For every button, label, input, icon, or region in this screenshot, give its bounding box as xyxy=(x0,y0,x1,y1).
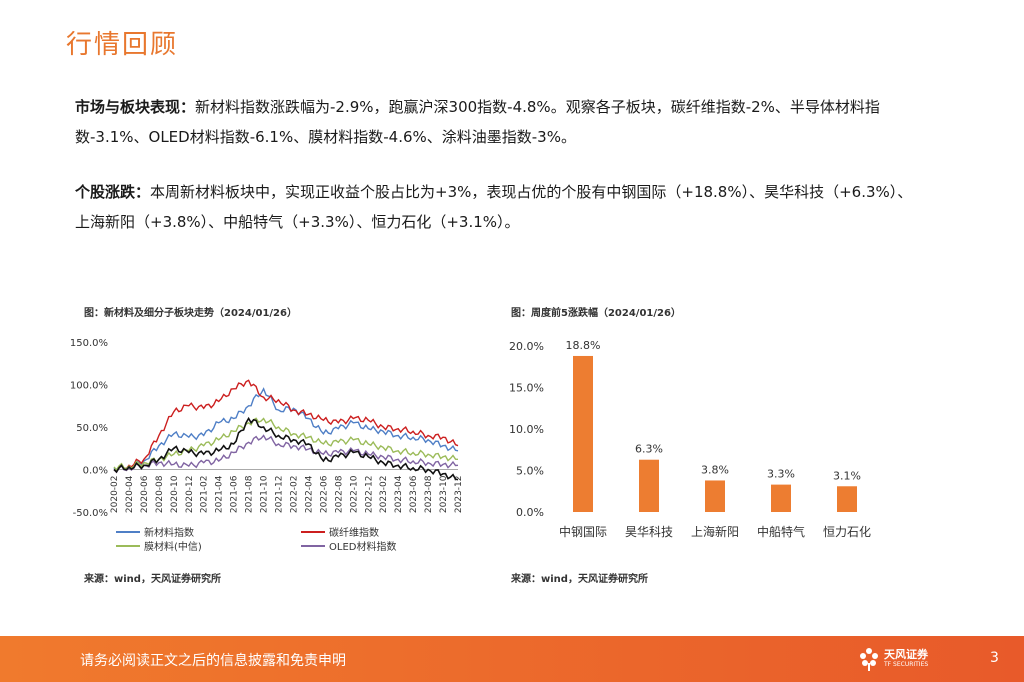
x-tick-label: 2021-10 xyxy=(260,475,270,513)
footer-disclaimer: 请务必阅读正文之后的信息披露和免责申明 xyxy=(80,653,346,669)
x-tick-label: 2022-10 xyxy=(349,475,359,513)
series-line xyxy=(113,416,459,481)
market-paragraph: 市场与板块表现：新材料指数涨跌幅为-2.9%，跑赢沪深300指数-4.8%。观察… xyxy=(75,92,925,152)
x-tick-label: 2021-06 xyxy=(230,475,240,513)
x-tick-label: 2020-06 xyxy=(140,475,150,513)
logo-text: 天风证券 xyxy=(884,648,928,661)
x-tick-label: 2023-08 xyxy=(424,475,434,513)
bar xyxy=(639,459,659,512)
x-tick-label: 2020-04 xyxy=(125,475,135,513)
right-chart-source: 来源：wind，天风证券研究所 xyxy=(511,574,648,585)
x-tick-label: 2020-08 xyxy=(155,475,165,513)
y-tick-label: 100.0% xyxy=(70,381,108,392)
flower-logo-icon xyxy=(860,648,878,671)
line-chart: 150.0% 100.0% 50.0% 0.0% -50.0%2020-02 2020-0… xyxy=(70,338,464,553)
x-tick-label: 2021-04 xyxy=(215,475,225,513)
category-label: 上海新阳 xyxy=(691,524,739,539)
x-tick-label: 2021-02 xyxy=(200,476,210,514)
series-line xyxy=(113,379,459,473)
y-tick-label: 150.0% xyxy=(70,338,108,349)
y-tick-label: 0.0% xyxy=(516,506,544,519)
series-line xyxy=(113,434,459,474)
x-tick-label: 2023-02 xyxy=(379,476,389,514)
x-tick-label: 2023-12 xyxy=(454,476,464,514)
data-label: 6.3% xyxy=(635,443,663,456)
x-tick-label: 2022-04 xyxy=(304,475,314,513)
series-line xyxy=(113,387,459,472)
x-tick-label: 2021-12 xyxy=(275,476,285,514)
bar xyxy=(837,486,857,512)
footer-bar: 请务必阅读正文之后的信息披露和免责申明 天风证券 TF SECURITIES 3 xyxy=(0,636,1024,682)
market-text: 新材料指数涨跌幅为-2.9%，跑赢沪深300指数-4.8%。观察各子板块，碳纤维… xyxy=(75,98,880,146)
logo-subtext: TF SECURITIES xyxy=(884,661,929,668)
page-number: 3 xyxy=(990,650,999,666)
stocks-paragraph: 个股涨跌：本周新材料板块中，实现正收益个股占比为+3%，表现占优的个股有中钢国际… xyxy=(75,177,925,237)
left-chart-source: 来源：wind，天风证券研究所 xyxy=(84,574,221,585)
x-tick-label: 2022-06 xyxy=(319,475,329,513)
y-tick-label: 50.0% xyxy=(76,423,108,434)
series-line xyxy=(113,417,459,471)
y-tick-label: 10.0% xyxy=(509,423,544,436)
category-label: 中钢国际 xyxy=(559,524,607,539)
y-tick-label: 15.0% xyxy=(509,382,544,395)
x-tick-label: 2023-10 xyxy=(439,475,449,513)
x-tick-label: 2020-12 xyxy=(185,476,195,514)
x-tick-label: 2021-08 xyxy=(245,475,255,513)
legend-label: 碳纤维指数 xyxy=(329,526,379,539)
stocks-label: 个股涨跌： xyxy=(75,183,151,201)
y-tick-label: 20.0% xyxy=(509,340,544,353)
data-label: 3.1% xyxy=(833,469,861,482)
x-tick-label: 2022-02 xyxy=(289,476,299,514)
bar xyxy=(573,355,593,512)
market-label: 市场与板块表现： xyxy=(75,98,196,116)
x-tick-label: 2020-02 xyxy=(110,476,120,514)
data-label: 3.8% xyxy=(701,463,729,476)
x-tick-label: 2022-12 xyxy=(364,476,374,514)
left-chart-caption: 图：新材料及细分子板块走势（2024/01/26） xyxy=(84,308,297,319)
right-chart-caption: 图：周度前5涨跌幅（2024/01/26） xyxy=(511,308,681,319)
legend-label: 新材料指数 xyxy=(144,526,194,539)
bar xyxy=(771,484,791,512)
x-tick-label: 2020-10 xyxy=(170,475,180,513)
bar xyxy=(705,480,725,512)
bar-chart: 20.0% 15.0% 10.0% 5.0% 0.0% 18.8% 中钢国际 6.3% 昊华科技… xyxy=(509,339,871,539)
category-label: 昊华科技 xyxy=(625,525,673,539)
data-label: 3.3% xyxy=(767,468,795,481)
x-tick-label: 2022-08 xyxy=(334,475,344,513)
y-tick-label: 5.0% xyxy=(516,465,544,478)
y-tick-label: -50.0% xyxy=(73,508,108,519)
category-label: 中船特气 xyxy=(757,524,805,539)
x-tick-label: 2023-04 xyxy=(394,475,404,513)
x-tick-label: 2023-06 xyxy=(409,475,419,513)
page-title: 行情回顾 xyxy=(66,30,179,60)
legend-label: OLED材料指数 xyxy=(329,540,396,553)
category-label: 恒力石化 xyxy=(823,525,871,539)
data-label: 18.8% xyxy=(566,339,601,352)
stocks-text: 本周新材料板块中，实现正收益个股占比为+3%，表现占优的个股有中钢国际（+18.… xyxy=(75,183,913,231)
legend-label: 膜材料(中信) xyxy=(144,540,202,553)
y-tick-label: 0.0% xyxy=(83,466,108,477)
company-logo: 天风证券 TF SECURITIES xyxy=(858,644,958,674)
